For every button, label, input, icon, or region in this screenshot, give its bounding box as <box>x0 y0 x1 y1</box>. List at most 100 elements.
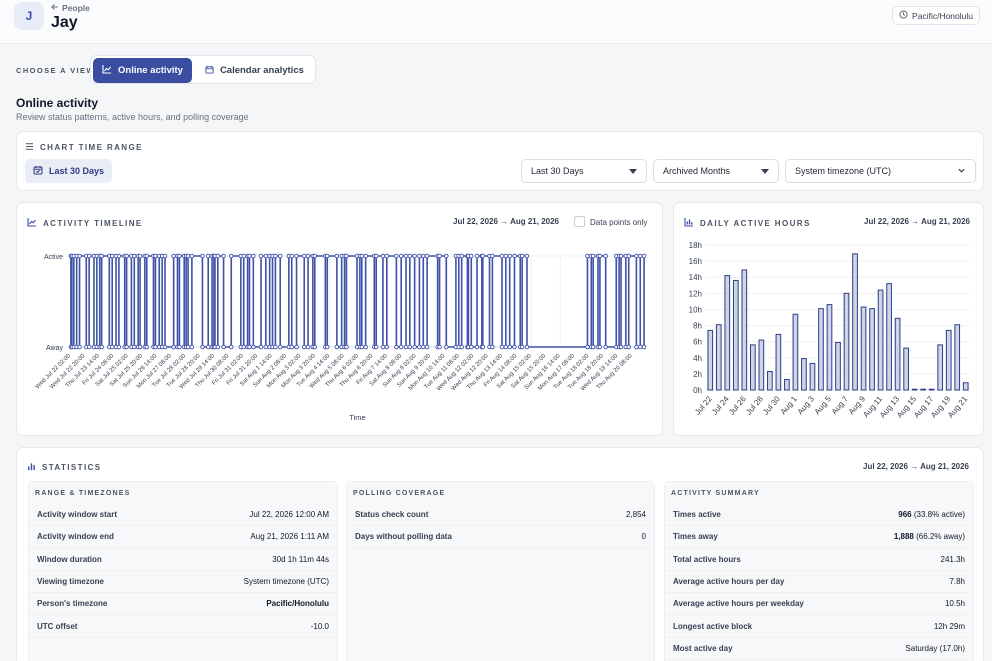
stat-key: Activity window start <box>37 510 118 520</box>
activity-point <box>215 253 221 259</box>
stat-value: Saturday (17.0h) <box>905 644 965 653</box>
activity-point <box>263 253 269 259</box>
activity-point <box>177 344 182 350</box>
timezone-select-value: System timezone (UTC) <box>795 166 892 176</box>
timezone-badge: Pacific/Honolulu <box>892 6 980 25</box>
stat-row: Viewing timezone System timezone (UTC) <box>29 571 337 594</box>
activity-point <box>459 344 464 350</box>
range-select[interactable]: Last 30 Days <box>521 159 647 183</box>
activity-point <box>380 344 386 350</box>
range-chip[interactable]: Last 30 Days <box>25 159 113 183</box>
activity-point <box>634 253 639 259</box>
activity-point <box>251 253 256 259</box>
stat-row: Activity window end Aug 21, 2026 1:11 AM <box>29 526 337 549</box>
activity-point <box>221 344 226 350</box>
archive-select[interactable]: Archived Months <box>653 159 779 183</box>
activity-point <box>597 253 603 259</box>
activity-point <box>305 344 311 350</box>
activity-point <box>480 253 486 259</box>
stat-key: Status check count <box>355 510 429 520</box>
choose-view-label: CHOOSE A VIEW <box>16 66 95 75</box>
activity-point <box>417 344 422 350</box>
calendar-analytics-tab[interactable]: Calendar analytics <box>196 58 313 83</box>
bar <box>784 379 790 391</box>
stat-value: 0 <box>641 532 646 542</box>
back-link-label: People <box>62 3 90 13</box>
stat-key: Average active hours per weekday <box>673 599 804 609</box>
back-link[interactable]: People <box>51 3 90 13</box>
activity-summary-head: ACTIVITY SUMMARY <box>671 490 760 497</box>
activity-point <box>189 253 195 259</box>
activity-point <box>618 253 624 259</box>
polling-coverage-rows: Status check count 2,854 Days without poll… <box>347 504 654 549</box>
bar <box>809 362 816 391</box>
stat-key: Times away <box>673 532 718 542</box>
chart-line-icon <box>27 217 37 229</box>
stat-value: 12h 29m <box>934 622 965 631</box>
activity-point <box>153 344 158 350</box>
stat-key: Person's timezone <box>37 599 108 609</box>
activity-point <box>247 344 252 350</box>
chart-line-icon <box>102 64 112 77</box>
y-tick-label: Active <box>44 254 63 261</box>
activity-point <box>137 253 143 259</box>
activity-point <box>469 253 474 259</box>
bar <box>775 333 782 391</box>
activity-point <box>373 344 379 350</box>
page-title: Jay <box>51 14 78 31</box>
bar <box>954 324 961 391</box>
x-tick-label: Jul 22 <box>693 394 714 417</box>
stat-key: Activity window end <box>37 532 114 542</box>
chevron-down-icon <box>957 166 966 177</box>
activity-point <box>241 344 246 350</box>
activity-point <box>499 344 505 350</box>
activity-point <box>229 344 234 350</box>
activity-point <box>398 344 404 350</box>
daily-active-hours-label-text: DAILY ACTIVE HOURS <box>700 218 811 228</box>
activity-point <box>394 253 399 259</box>
activity-point <box>459 253 464 259</box>
activity-summary-rows: Times active 966 (33.8% active) Times away… <box>665 504 973 661</box>
range-timezones-rows: Activity window start Jul 22, 2026 12:00 … <box>29 504 337 638</box>
activity-summary-panel: ACTIVITY SUMMARY Times active 966 (33.8% … <box>664 481 974 661</box>
data-points-checkbox[interactable] <box>574 216 585 227</box>
stat-row: Times away 1,888 (66.2% away) <box>665 526 973 549</box>
x-tick-label: Jul 30 <box>761 394 782 417</box>
filter-lines-icon <box>25 142 34 153</box>
activity-point <box>424 253 430 259</box>
bar <box>843 292 850 391</box>
activity-point <box>421 344 426 350</box>
activity-point <box>334 344 340 350</box>
stat-value: 10.5h <box>945 599 965 608</box>
statistics-label-text: STATISTICS <box>42 463 102 472</box>
activity-point <box>603 253 608 259</box>
activity-point <box>424 344 430 350</box>
top-bar: J People Jay Pacific/Honolulu <box>0 0 992 44</box>
timezone-select[interactable]: System timezone (UTC) <box>785 159 976 183</box>
activity-point <box>444 344 449 350</box>
statistics-range: Jul 22, 2026 → Aug 21, 2026 <box>863 462 969 471</box>
activity-point <box>177 253 182 259</box>
x-tick-label: Aug 7 <box>830 394 851 416</box>
online-activity-tab[interactable]: Online activity <box>93 58 192 83</box>
activity-point <box>363 344 368 350</box>
activity-point <box>109 253 115 259</box>
stat-value-bold: 966 <box>898 510 912 520</box>
activity-point <box>241 253 246 259</box>
activity-point <box>474 253 480 259</box>
activity-point <box>407 344 413 350</box>
activity-point <box>437 253 442 259</box>
stat-key: Average active hours per day <box>673 577 785 587</box>
bar-chart-icon <box>27 462 36 473</box>
stat-row: Person's timezone Pacific/Honolulu <box>29 593 337 616</box>
activity-point <box>200 253 205 259</box>
activity-point <box>499 253 505 259</box>
activity-point <box>603 344 608 350</box>
activity-point <box>398 253 404 259</box>
activity-point <box>171 344 176 350</box>
stat-row: Longest active block 12h 29m <box>665 615 973 638</box>
activity-point <box>116 253 122 259</box>
stat-key: Longest active block <box>673 621 753 631</box>
clock-icon <box>899 10 908 21</box>
activity-point <box>412 253 417 259</box>
